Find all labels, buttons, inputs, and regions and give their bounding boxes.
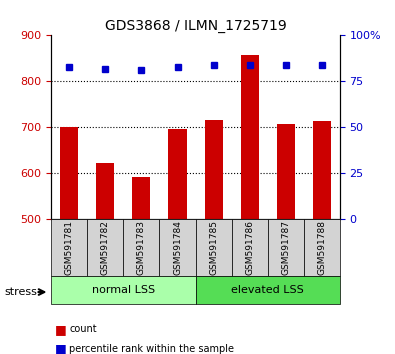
FancyBboxPatch shape: [51, 276, 196, 304]
Text: GSM591785: GSM591785: [209, 220, 218, 275]
Bar: [132, 177, 150, 219]
Text: GSM591787: GSM591787: [281, 220, 290, 275]
FancyBboxPatch shape: [196, 219, 231, 276]
Bar: [205, 120, 222, 219]
Text: normal LSS: normal LSS: [92, 285, 155, 295]
FancyBboxPatch shape: [87, 219, 123, 276]
Bar: [313, 121, 331, 219]
Text: GSM591782: GSM591782: [101, 220, 110, 275]
Text: elevated LSS: elevated LSS: [231, 285, 304, 295]
Bar: [276, 124, 295, 219]
Bar: [60, 127, 78, 219]
Title: GDS3868 / ILMN_1725719: GDS3868 / ILMN_1725719: [105, 19, 286, 33]
Text: percentile rank within the sample: percentile rank within the sample: [69, 344, 234, 354]
FancyBboxPatch shape: [304, 219, 340, 276]
Text: ■: ■: [55, 323, 67, 336]
Text: ■: ■: [55, 342, 67, 354]
Text: GSM591781: GSM591781: [65, 220, 74, 275]
FancyBboxPatch shape: [123, 219, 160, 276]
FancyBboxPatch shape: [196, 276, 340, 304]
Text: GSM591783: GSM591783: [137, 220, 146, 275]
FancyBboxPatch shape: [51, 219, 87, 276]
Text: GSM591786: GSM591786: [245, 220, 254, 275]
FancyBboxPatch shape: [267, 219, 304, 276]
Text: count: count: [69, 324, 97, 334]
Text: stress: stress: [4, 287, 37, 297]
Bar: [169, 129, 186, 219]
FancyBboxPatch shape: [160, 219, 196, 276]
Text: GSM591788: GSM591788: [317, 220, 326, 275]
FancyBboxPatch shape: [231, 219, 267, 276]
Bar: [241, 55, 259, 219]
Text: GSM591784: GSM591784: [173, 220, 182, 275]
Bar: [96, 163, 115, 219]
